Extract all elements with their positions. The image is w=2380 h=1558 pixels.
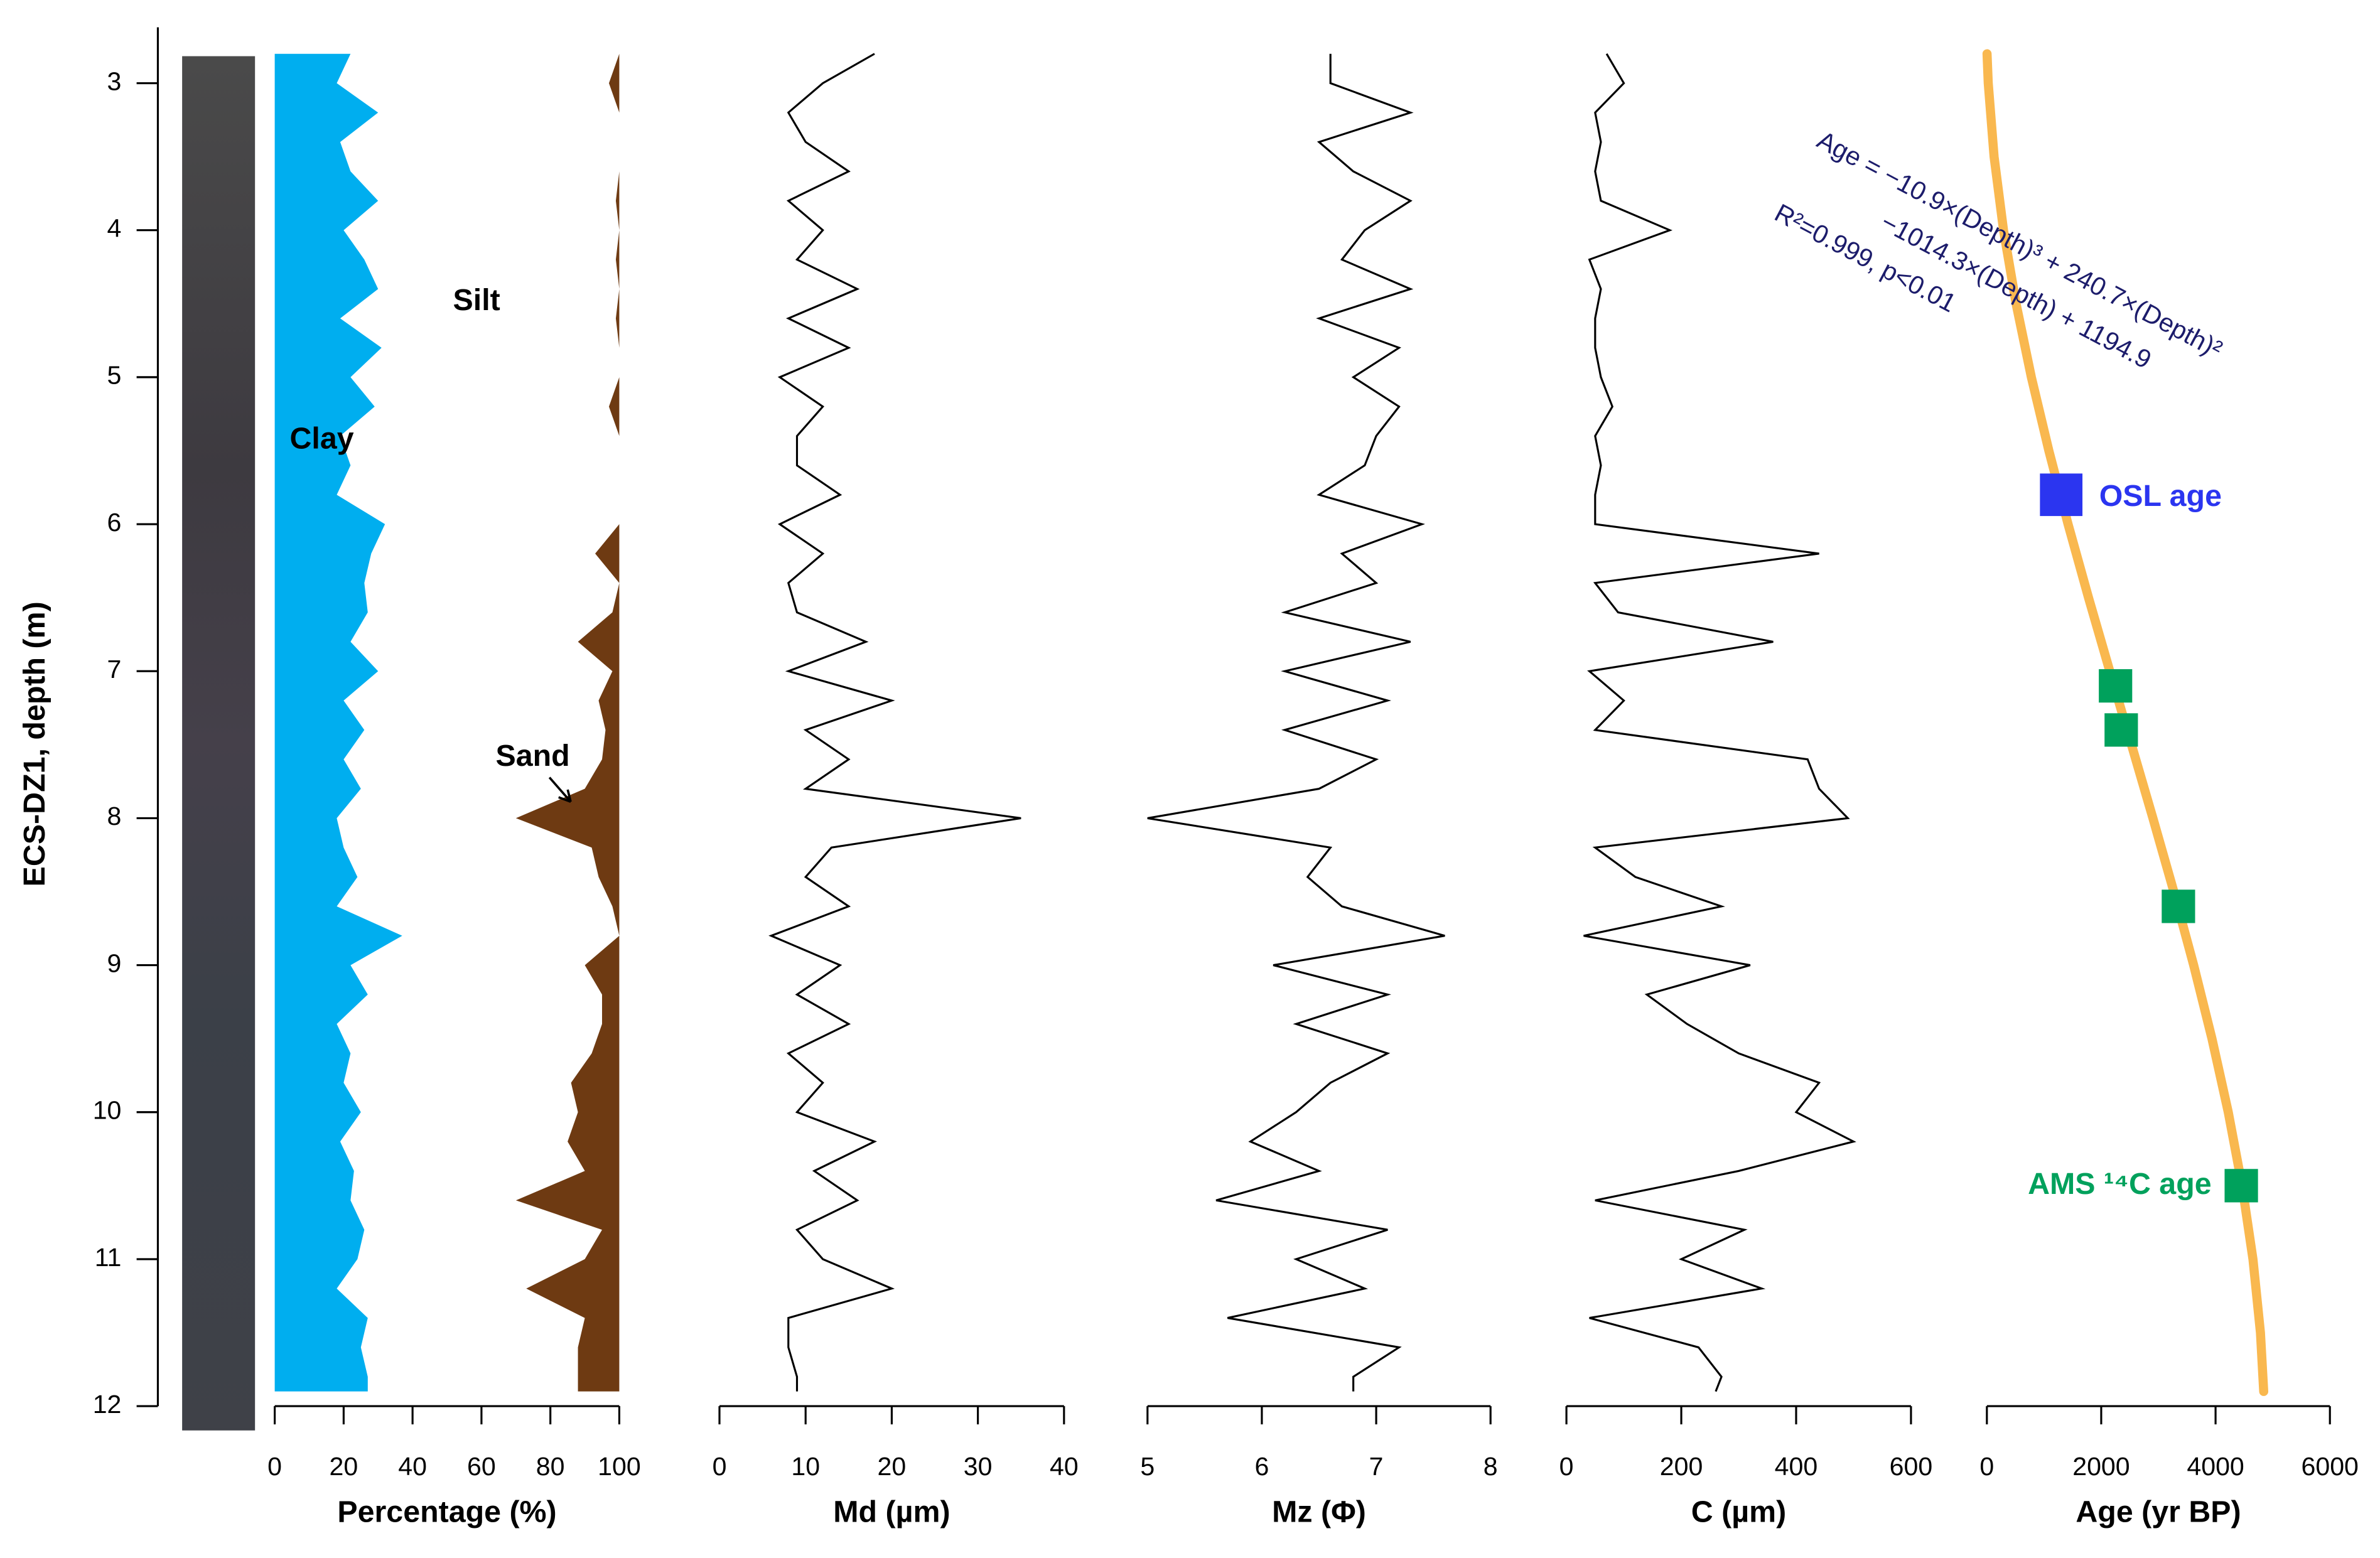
age-point bbox=[2040, 473, 2083, 517]
series-label: Clay bbox=[289, 421, 353, 455]
legend-label: OSL age bbox=[2099, 479, 2222, 513]
age-point bbox=[2104, 713, 2138, 747]
age-point bbox=[2099, 669, 2133, 703]
y-tick-label: 3 bbox=[107, 67, 122, 95]
x-tick-label: 0 bbox=[267, 1452, 282, 1481]
y-tick-label: 11 bbox=[95, 1243, 122, 1272]
x-axis-label: Age (yr BP) bbox=[2076, 1495, 2241, 1529]
y-axis-label: ECS-DZ1, depth (m) bbox=[18, 601, 51, 886]
x-tick-label: 30 bbox=[964, 1452, 993, 1481]
x-tick-label: 0 bbox=[1559, 1452, 1574, 1481]
y-tick-label: 4 bbox=[107, 214, 122, 243]
profile-line bbox=[1583, 53, 1856, 1392]
x-tick-label: 400 bbox=[1775, 1452, 1818, 1481]
y-tick-label: 9 bbox=[107, 948, 122, 977]
x-axis-label: C (µm) bbox=[1691, 1495, 1786, 1529]
x-tick-label: 20 bbox=[878, 1452, 907, 1481]
x-tick-label: 5 bbox=[1140, 1452, 1155, 1481]
x-tick-label: 0 bbox=[1979, 1452, 1994, 1481]
core-photo bbox=[182, 56, 256, 1431]
x-tick-label: 80 bbox=[536, 1452, 565, 1481]
x-tick-label: 6 bbox=[1255, 1452, 1269, 1481]
x-tick-label: 600 bbox=[1890, 1452, 1933, 1481]
annotation: Silt bbox=[453, 283, 500, 317]
x-tick-label: 7 bbox=[1369, 1452, 1384, 1481]
y-tick-label: 8 bbox=[107, 802, 122, 830]
y-tick-label: 12 bbox=[93, 1390, 122, 1419]
x-axis-label: Md (µm) bbox=[833, 1495, 950, 1529]
age-point bbox=[2162, 889, 2195, 923]
x-tick-label: 40 bbox=[1050, 1452, 1079, 1481]
profile-line bbox=[1147, 53, 1445, 1392]
arrow bbox=[548, 776, 572, 803]
profile-line bbox=[768, 53, 1021, 1392]
x-tick-label: 4000 bbox=[2187, 1452, 2244, 1481]
x-tick-label: 8 bbox=[1483, 1452, 1498, 1481]
y-tick-label: 6 bbox=[107, 508, 122, 537]
x-tick-label: 60 bbox=[467, 1452, 496, 1481]
x-tick-label: 20 bbox=[330, 1452, 358, 1481]
y-tick-label: 5 bbox=[107, 361, 122, 390]
y-tick-label: 10 bbox=[93, 1096, 122, 1125]
area bbox=[515, 53, 620, 1392]
age-point bbox=[2224, 1169, 2258, 1203]
series-label: Sand bbox=[496, 739, 570, 773]
x-tick-label: 2000 bbox=[2072, 1452, 2130, 1481]
legend-label: AMS ¹⁴C age bbox=[2028, 1167, 2212, 1201]
x-tick-label: 40 bbox=[398, 1452, 427, 1481]
x-tick-label: 0 bbox=[713, 1452, 727, 1481]
x-axis-label: Mz (Φ) bbox=[1272, 1495, 1366, 1529]
x-tick-label: 6000 bbox=[2302, 1452, 2359, 1481]
area bbox=[274, 53, 402, 1392]
x-tick-label: 100 bbox=[598, 1452, 641, 1481]
y-tick-label: 7 bbox=[107, 655, 122, 684]
x-tick-label: 10 bbox=[791, 1452, 820, 1481]
x-axis-label: Percentage (%) bbox=[337, 1495, 556, 1529]
x-tick-label: 200 bbox=[1660, 1452, 1703, 1481]
